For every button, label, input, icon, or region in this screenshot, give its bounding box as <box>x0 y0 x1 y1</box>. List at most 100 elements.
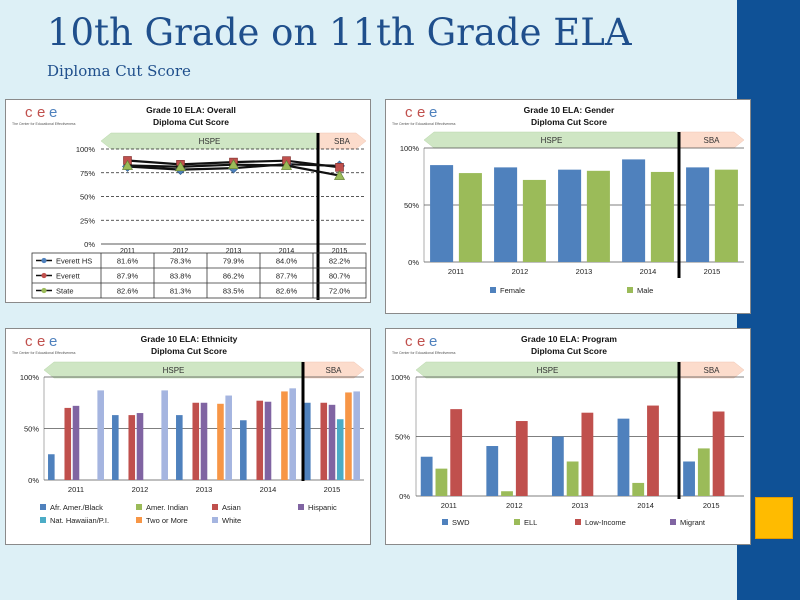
logo-letter: e <box>417 333 425 350</box>
bar-swd-2015 <box>683 461 695 496</box>
bar-ell-2015 <box>697 448 710 496</box>
bar-white-2013 <box>225 395 232 480</box>
logo-tagline: The Center for Educational Effectiveness <box>392 122 456 126</box>
logo-tagline: The Center for Educational Effectiveness <box>12 351 76 355</box>
legend-swatch <box>212 504 218 510</box>
x-tick-label: 2011 <box>120 248 135 255</box>
legend-marker <box>41 287 47 294</box>
bar-asian-2011 <box>64 407 72 480</box>
table-cell: 84.0% <box>276 257 298 266</box>
legend-label: Amer. Indian <box>146 503 188 512</box>
y-tick-label: 50% <box>395 433 410 442</box>
table-row-header: Everett <box>56 272 81 281</box>
bar-hispanic-2012 <box>136 413 144 480</box>
point-state <box>280 159 293 170</box>
y-tick-label: 75% <box>80 169 95 178</box>
bar-two-or-more-2013 <box>217 403 224 480</box>
y-tick-label: 50% <box>80 193 95 202</box>
bar-white-2014 <box>289 388 296 480</box>
x-tick-label: 2011 <box>448 267 464 276</box>
legend-swatch <box>136 504 142 510</box>
bar-afr-amer-black-2011 <box>48 454 55 480</box>
bar-ell-2012 <box>501 491 513 496</box>
bar-low-income-2012 <box>515 421 528 496</box>
bar-asian-2012 <box>128 415 136 480</box>
legend-label: Asian <box>222 503 241 512</box>
page-subtitle: Diploma Cut Score <box>47 62 191 80</box>
bar-female-2012 <box>494 167 518 262</box>
legend-label: ELL <box>524 518 537 527</box>
y-tick-label: 0% <box>408 258 419 267</box>
bar-asian-2015 <box>320 402 328 480</box>
logo-letter: e <box>37 333 45 350</box>
legend-swatch <box>627 287 633 293</box>
chart-subtitle: Diploma Cut Score <box>151 346 227 356</box>
bar-hispanic-2013 <box>200 402 208 480</box>
y-tick-label: 0% <box>28 476 39 485</box>
legend-label: Hispanic <box>308 503 337 512</box>
table-cell: 83.8% <box>170 272 192 281</box>
bar-low-income-2011 <box>450 409 463 496</box>
legend-label: Afr. Amer./Black <box>50 503 103 512</box>
y-tick-label: 100% <box>20 373 40 382</box>
table-cell: 87.7% <box>276 272 298 281</box>
bar-swd-2011 <box>420 456 433 496</box>
x-tick-label: 2015 <box>703 501 720 510</box>
hspe-label: HSPE <box>541 136 563 145</box>
x-tick-label: 2014 <box>640 267 657 276</box>
bar-white-2012 <box>161 390 168 480</box>
bar-swd-2014 <box>617 418 630 496</box>
legend-label: Two or More <box>146 516 188 525</box>
point-state <box>227 159 240 169</box>
chart-panel-ethnicity: c e e The Center for Educational Effectiven… <box>5 328 371 545</box>
legend-swatch <box>40 504 46 510</box>
legend-swatch <box>136 517 142 523</box>
y-tick-label: 100% <box>400 144 420 153</box>
logo-letter: e <box>49 333 57 350</box>
legend-label: White <box>222 516 241 525</box>
chart-title: Grade 10 ELA: Overall <box>146 105 236 115</box>
legend-label: Female <box>500 286 525 295</box>
logo-letter: e <box>417 104 425 121</box>
bar-asian-2013 <box>192 402 200 480</box>
legend-label: Low-Income <box>585 518 626 527</box>
legend-swatch <box>298 504 304 510</box>
table-cell: 81.3% <box>170 287 192 296</box>
y-tick-label: 25% <box>80 216 95 225</box>
logo-letter: e <box>429 104 437 121</box>
legend-swatch <box>490 287 496 293</box>
legend-marker <box>41 272 47 279</box>
bar-low-income-2015 <box>712 411 725 496</box>
sba-label: SBA <box>703 366 720 375</box>
point-state <box>174 161 187 172</box>
legend-marker <box>41 257 47 264</box>
logo-tagline: The Center for Educational Effectiveness <box>392 351 456 355</box>
legend-label: Migrant <box>680 518 706 527</box>
bar-white-2011 <box>97 390 104 480</box>
y-tick-label: 100% <box>391 373 411 382</box>
sba-label: SBA <box>325 366 342 375</box>
chart-subtitle: Diploma Cut Score <box>531 117 607 127</box>
legend-swatch <box>575 519 581 525</box>
y-tick-label: 0% <box>84 240 95 249</box>
bar-asian-2014 <box>256 400 264 480</box>
table-row-header: Everett HS <box>56 257 92 266</box>
bar-afr-amer-black-2013 <box>176 415 183 480</box>
sba-label: SBA <box>334 137 351 146</box>
bar-female-2011 <box>430 165 454 262</box>
x-tick-label: 2011 <box>68 485 84 494</box>
x-tick-label: 2012 <box>506 501 523 510</box>
table-cell: 78.3% <box>170 257 192 266</box>
logo-letter: e <box>49 104 57 121</box>
bar-ell-2011 <box>435 468 448 496</box>
bar-white-2015 <box>353 391 360 480</box>
x-tick-label: 2012 <box>512 267 529 276</box>
x-tick-label: 2013 <box>572 501 589 510</box>
bar-two-or-more-2014 <box>281 391 288 480</box>
bar-male-2011 <box>458 173 482 262</box>
legend-swatch <box>514 519 520 525</box>
